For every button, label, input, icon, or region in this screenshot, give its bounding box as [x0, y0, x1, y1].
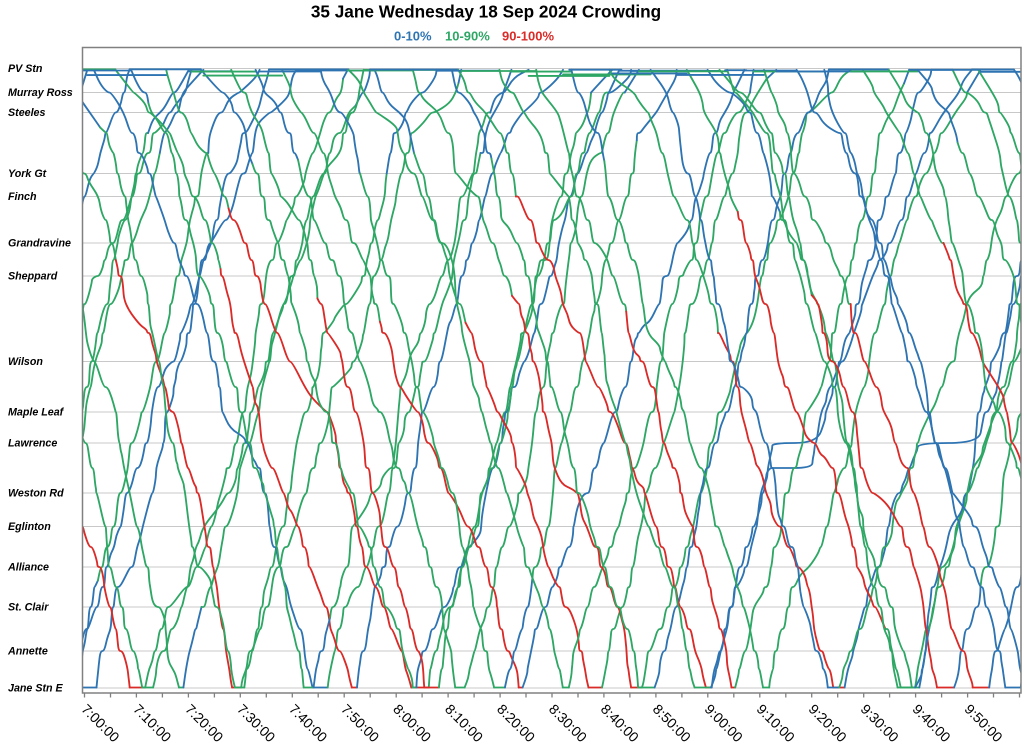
svg-text:10-90%: 10-90%	[445, 28, 490, 43]
svg-text:Sheppard: Sheppard	[8, 271, 58, 283]
svg-text:Finch: Finch	[8, 191, 37, 203]
svg-text:35 Jane Wednesday 18 Sep 2024: 35 Jane Wednesday 18 Sep 2024 Crowding	[311, 1, 661, 21]
svg-text:Maple Leaf: Maple Leaf	[8, 407, 65, 419]
svg-text:Weston Rd: Weston Rd	[8, 488, 64, 500]
svg-text:Wilson: Wilson	[8, 356, 43, 368]
svg-text:Lawrence: Lawrence	[8, 438, 57, 450]
svg-text:Jane Stn E: Jane Stn E	[8, 683, 64, 695]
svg-text:Grandravine: Grandravine	[8, 238, 71, 250]
svg-text:St. Clair: St. Clair	[8, 602, 49, 614]
svg-text:Annette: Annette	[7, 646, 48, 658]
svg-text:Murray Ross: Murray Ross	[8, 87, 73, 99]
svg-text:90-100%: 90-100%	[502, 28, 554, 43]
svg-text:Eglinton: Eglinton	[8, 521, 51, 533]
svg-text:PV Stn: PV Stn	[8, 63, 43, 75]
svg-text:Steeles: Steeles	[8, 107, 45, 119]
svg-text:0-10%: 0-10%	[394, 28, 432, 43]
svg-text:York Gt: York Gt	[8, 168, 47, 180]
svg-text:Alliance: Alliance	[7, 562, 49, 574]
